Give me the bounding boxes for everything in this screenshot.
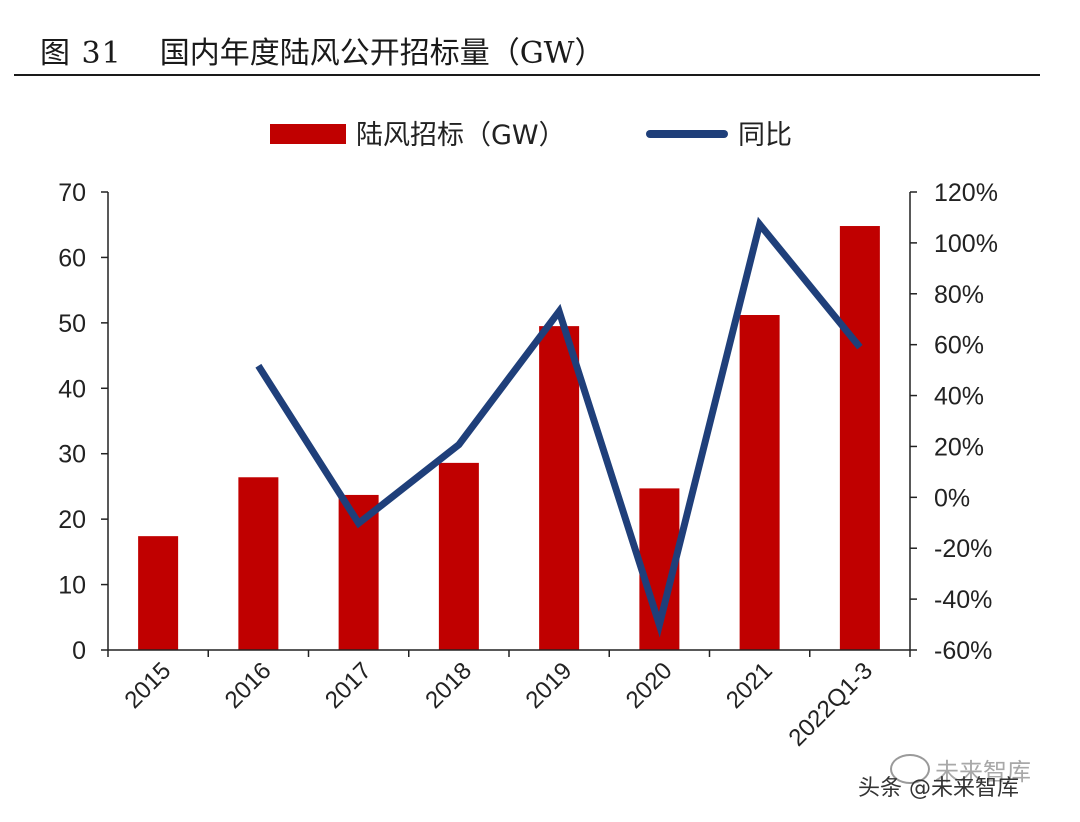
x-tick-label: 2015 — [120, 657, 177, 714]
watermark-text: 头条 @未来智库 — [858, 776, 1019, 801]
right-tick-label: 60% — [934, 332, 984, 360]
figure-title: 图 31 国内年度陆风公开招标量（GW） — [40, 28, 605, 72]
right-tick-label: 40% — [934, 383, 984, 411]
bar-2019 — [539, 326, 580, 650]
right-tick-label: 120% — [934, 179, 998, 207]
x-tick-label: 2021 — [721, 657, 778, 714]
right-tick-label: 100% — [934, 230, 998, 258]
right-tick-label: 80% — [934, 281, 984, 309]
left-tick-label: 10 — [58, 572, 86, 600]
x-tick-label: 2016 — [220, 657, 277, 714]
bar-2018 — [438, 462, 479, 650]
legend-label-line: 同比 — [738, 120, 792, 151]
left-tick-label: 70 — [58, 179, 86, 207]
bar-2015 — [138, 536, 179, 650]
x-tick-label: 2017 — [320, 657, 377, 714]
left-tick-label: 0 — [72, 637, 86, 665]
series-line-yoy — [255, 216, 863, 638]
right-tick-label: 20% — [934, 433, 984, 461]
left-tick-label: 50 — [58, 310, 86, 338]
figure-title-text: 国内年度陆风公开招标量（GW） — [159, 36, 605, 71]
x-tick-label: 2020 — [621, 657, 678, 714]
right-tick-label: 0% — [934, 484, 970, 512]
bar-2016 — [238, 477, 279, 650]
bar-2021 — [739, 315, 780, 650]
left-tick-label: 60 — [58, 244, 86, 272]
figure-number: 图 31 — [40, 36, 122, 71]
legend-swatch-bar — [270, 124, 346, 144]
x-tick-label: 2019 — [521, 657, 578, 714]
right-tick-label: -20% — [934, 535, 992, 563]
right-tick-label: -60% — [934, 637, 992, 665]
watermark-upper: 未来智库 — [935, 758, 1031, 786]
left-tick-label: 20 — [58, 506, 86, 534]
bar-2022Q1-3 — [839, 226, 880, 650]
watermark-logo-icon — [890, 754, 930, 784]
left-tick-label: 40 — [58, 375, 86, 403]
legend-label-bar: 陆风招标（GW） — [356, 120, 566, 151]
x-tick-label: 2018 — [420, 657, 477, 714]
x-tick-label: 2022Q1-3 — [784, 657, 879, 752]
right-tick-label: -40% — [934, 586, 992, 614]
left-tick-label: 30 — [58, 441, 86, 469]
watermark: 头条 @未来智库 — [858, 770, 1019, 802]
title-divider — [14, 74, 1040, 76]
